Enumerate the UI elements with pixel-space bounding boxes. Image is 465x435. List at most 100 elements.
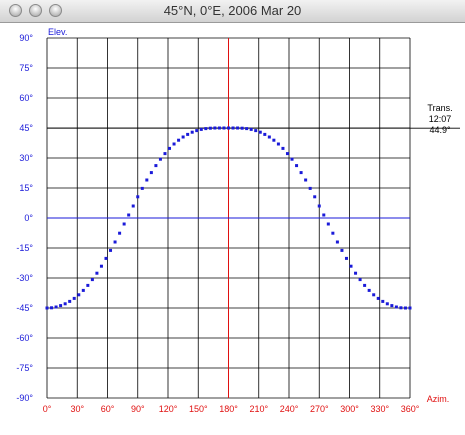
data-point: [213, 126, 217, 130]
data-point: [59, 304, 63, 308]
data-point: [249, 127, 253, 131]
data-point: [45, 306, 49, 310]
minimize-window-button[interactable]: [29, 4, 42, 17]
y-axis-label: Elev.: [48, 27, 67, 37]
data-point: [227, 126, 230, 130]
y-tick-label: -15°: [16, 243, 33, 253]
data-point: [199, 127, 203, 131]
data-point: [50, 306, 54, 310]
data-point: [276, 142, 280, 146]
transit-label: Trans.: [427, 103, 452, 113]
data-point: [186, 132, 190, 136]
data-point: [222, 126, 226, 130]
data-point: [77, 293, 81, 297]
data-point: [236, 126, 240, 130]
data-point: [335, 240, 339, 244]
data-point: [290, 157, 294, 161]
y-tick-label: -45°: [16, 303, 33, 313]
data-point: [326, 222, 330, 226]
data-point: [54, 305, 58, 309]
data-point: [313, 195, 317, 199]
x-tick-label: 0°: [43, 404, 52, 414]
data-point: [172, 142, 176, 146]
data-point: [317, 204, 321, 208]
transit-elevation: 44.9°: [429, 125, 451, 135]
data-point: [195, 129, 199, 133]
close-window-button[interactable]: [9, 4, 22, 17]
data-point: [358, 278, 362, 282]
data-point: [127, 213, 131, 217]
data-point: [281, 146, 285, 150]
data-point: [299, 171, 303, 175]
data-point: [349, 264, 353, 268]
y-tick-label: 0°: [24, 213, 33, 223]
data-point: [217, 126, 221, 130]
data-point: [390, 304, 394, 308]
data-point: [344, 256, 348, 260]
data-point: [376, 296, 380, 300]
data-point: [304, 178, 308, 182]
data-point: [168, 146, 172, 150]
data-point: [104, 256, 108, 260]
data-point: [90, 278, 94, 282]
data-point: [254, 129, 258, 133]
data-point: [136, 195, 140, 199]
data-point: [163, 152, 167, 156]
x-tick-label: 60°: [101, 404, 115, 414]
y-tick-label: -75°: [16, 363, 33, 373]
data-point: [367, 288, 371, 292]
x-tick-label: 300°: [340, 404, 359, 414]
x-tick-label: 330°: [370, 404, 389, 414]
data-point: [272, 138, 276, 142]
data-point: [72, 296, 76, 300]
zoom-window-button[interactable]: [49, 4, 62, 17]
data-point: [258, 130, 262, 134]
x-tick-labels: 0° 30° 60° 90° 120° 150° 180° 210° 240° 270° 300° 3…: [43, 404, 420, 414]
title-bar: 45°N, 0°E, 2006 Mar 20: [0, 0, 465, 23]
y-tick-label: 75°: [19, 63, 33, 73]
data-point: [295, 164, 299, 168]
y-tick-label: 45°: [19, 123, 33, 133]
data-point: [354, 271, 358, 275]
data-point: [131, 204, 135, 208]
data-point: [190, 130, 194, 134]
data-point: [68, 299, 72, 303]
data-point: [363, 283, 367, 287]
y-tick-label: 60°: [19, 93, 33, 103]
data-point: [385, 302, 389, 306]
x-tick-label: 30°: [70, 404, 84, 414]
data-point: [245, 127, 249, 131]
data-point: [99, 264, 103, 268]
transit-time: 12:07: [429, 114, 452, 124]
data-point: [149, 171, 153, 175]
y-tick-label: 30°: [19, 153, 33, 163]
data-point: [208, 126, 212, 130]
data-point: [95, 271, 99, 275]
data-point: [181, 135, 185, 139]
data-point: [140, 186, 144, 190]
data-point: [408, 306, 412, 310]
data-point: [322, 213, 326, 217]
data-point: [81, 288, 85, 292]
x-tick-label: 270°: [310, 404, 329, 414]
data-point: [403, 306, 407, 310]
x-axis-label: Azim.: [427, 394, 450, 404]
data-point: [113, 240, 117, 244]
sun-path-points: [45, 126, 412, 310]
data-point: [285, 152, 289, 156]
data-point: [122, 222, 126, 226]
data-point: [381, 299, 385, 303]
data-point: [204, 127, 208, 131]
data-point: [118, 231, 122, 235]
y-tick-label: 15°: [19, 183, 33, 193]
y-tick-label: -30°: [16, 273, 33, 283]
data-point: [308, 186, 312, 190]
x-tick-label: 180°: [219, 404, 238, 414]
data-point: [240, 126, 244, 130]
data-point: [63, 302, 67, 306]
x-tick-label: 150°: [189, 404, 208, 414]
data-point: [177, 138, 181, 142]
data-point: [331, 231, 335, 235]
x-tick-label: 360°: [401, 404, 420, 414]
